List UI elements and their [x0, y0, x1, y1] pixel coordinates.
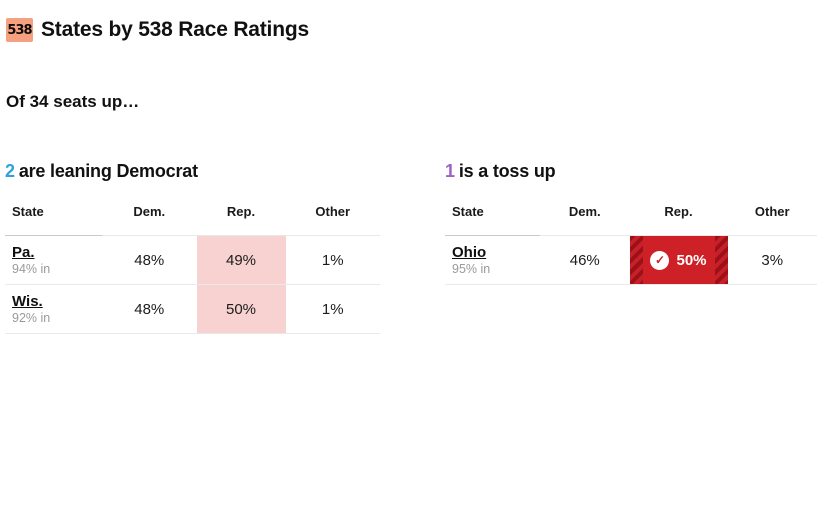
board-leaning-democrat: 2 are leaning Democrat State Dem. Rep. Ot…	[5, 160, 380, 334]
dem-percent-cell: 46%	[569, 251, 600, 269]
seat-count-leaning-democrat: 2	[5, 161, 15, 181]
dem-percent-cell: 48%	[134, 300, 165, 318]
board-title-label: are leaning Democrat	[18, 161, 198, 181]
subtitle-seats-up: Of 34 seats up…	[6, 92, 140, 111]
state-cell: Pa. 94% in	[5, 236, 102, 284]
table-row-pa: Pa. 94% in 48% 49% 1%	[5, 236, 380, 285]
page-title: States by 538 Race Ratings	[41, 18, 309, 41]
state-link[interactable]: Ohio	[452, 244, 487, 261]
seat-count-toss-up: 1	[445, 161, 455, 181]
board-toss-up: 1 is a toss up State Dem. Rep. Other Ohio…	[445, 160, 817, 334]
race-ratings-widget: 538 States by 538 Race Ratings Of 34 sea…	[4, 17, 822, 334]
dem-percent-cell: 48%	[134, 251, 165, 269]
column-header-state: State	[12, 204, 44, 219]
race-called-check-icon: ✓	[650, 250, 670, 270]
table-row-wis: Wis. 92% in 48% 50% 1%	[5, 285, 380, 334]
reporting-percent: 95% in	[452, 262, 491, 276]
column-header-other: Other	[315, 204, 351, 219]
check-glyph: ✓	[654, 253, 666, 267]
state-link[interactable]: Pa.	[12, 244, 35, 261]
state-cell: Ohio 95% in	[445, 236, 540, 284]
other-percent-cell: 3%	[761, 251, 784, 269]
fivethirtyeight-logo-icon: 538	[6, 18, 33, 42]
column-header-dem: Dem.	[568, 204, 601, 219]
column-header-state: State	[452, 204, 484, 219]
reporting-percent: 94% in	[12, 262, 51, 276]
board-title-label: is a toss up	[458, 161, 556, 181]
board-title-leaning-democrat: 2 are leaning Democrat	[5, 160, 380, 182]
other-percent-cell: 1%	[321, 251, 344, 269]
state-cell: Wis. 92% in	[5, 285, 102, 333]
column-header-other: Other	[754, 204, 790, 219]
table-header-row: State Dem. Rep. Other	[445, 204, 817, 236]
column-header-dem: Dem.	[133, 204, 166, 219]
rep-percent-value: 50%	[676, 251, 707, 269]
column-header-rep: Rep.	[226, 204, 256, 219]
column-header-rep: Rep.	[664, 204, 693, 219]
rep-percent-cell-leaning: 50%	[196, 285, 286, 333]
state-link[interactable]: Wis.	[12, 293, 43, 310]
masthead: 538 States by 538 Race Ratings	[4, 17, 822, 43]
boards: 2 are leaning Democrat State Dem. Rep. Ot…	[4, 160, 822, 334]
rep-percent-cell-called: ✓ 50%	[629, 236, 728, 284]
other-percent-cell: 1%	[321, 300, 344, 318]
reporting-percent: 92% in	[12, 311, 51, 325]
table-header-row: State Dem. Rep. Other	[5, 204, 380, 236]
board-title-toss-up: 1 is a toss up	[445, 160, 817, 182]
table-row-ohio: Ohio 95% in 46% ✓ 50% 3%	[445, 236, 817, 285]
rep-percent-cell-leaning: 49%	[196, 236, 286, 284]
